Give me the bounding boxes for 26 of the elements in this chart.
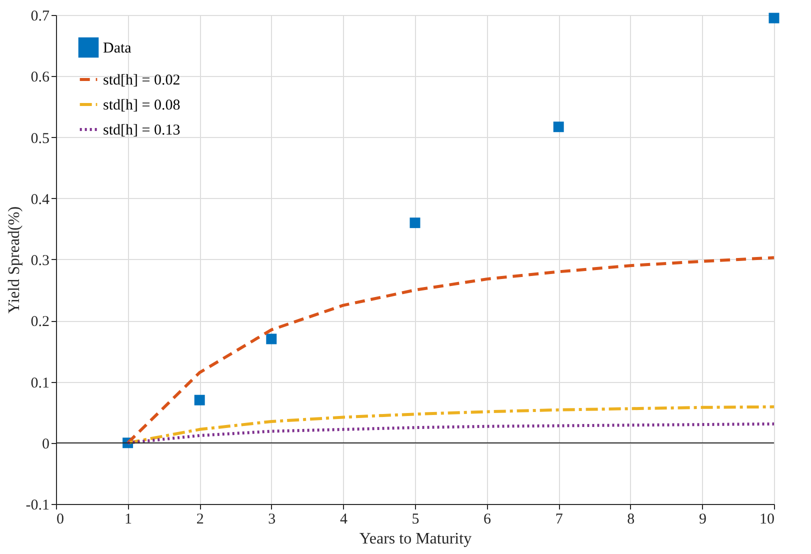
x-tick-label: 0 <box>56 512 64 528</box>
y-tick-label: -0.1 <box>26 498 50 514</box>
x-tick-label: 2 <box>196 512 204 528</box>
legend-label: std[h] = 0.02 <box>103 72 180 88</box>
x-tick-label: 6 <box>484 512 492 528</box>
legend-label: std[h] = 0.08 <box>103 98 180 114</box>
x-tick-label: 7 <box>555 512 564 528</box>
x-tick-label: 4 <box>340 512 348 528</box>
y-tick-label: 0.4 <box>30 192 50 208</box>
y-tick-label: 0.6 <box>30 70 50 86</box>
x-tick-label: 9 <box>698 512 706 528</box>
y-axis-title: Yield Spread(%) <box>6 206 23 314</box>
y-tick-label: 0.5 <box>30 130 50 147</box>
x-axis-title: Years to Maturity <box>359 530 472 548</box>
legend-label: std[h] = 0.13 <box>103 122 180 138</box>
x-tick-label: 8 <box>627 512 635 528</box>
x-tick-label: 1 <box>124 512 132 528</box>
y-tick-label: 0 <box>42 436 50 452</box>
x-tick-label: 5 <box>412 512 420 528</box>
y-tick-label: 0.1 <box>30 375 50 392</box>
x-tick-label: 10 <box>760 512 774 528</box>
y-tick-label: 0.2 <box>30 314 50 330</box>
legend-label: Data <box>103 40 132 56</box>
y-tick-label: 0.7 <box>30 8 50 24</box>
y-tick-label: 0.3 <box>30 253 50 269</box>
x-tick-label: 3 <box>268 512 276 528</box>
